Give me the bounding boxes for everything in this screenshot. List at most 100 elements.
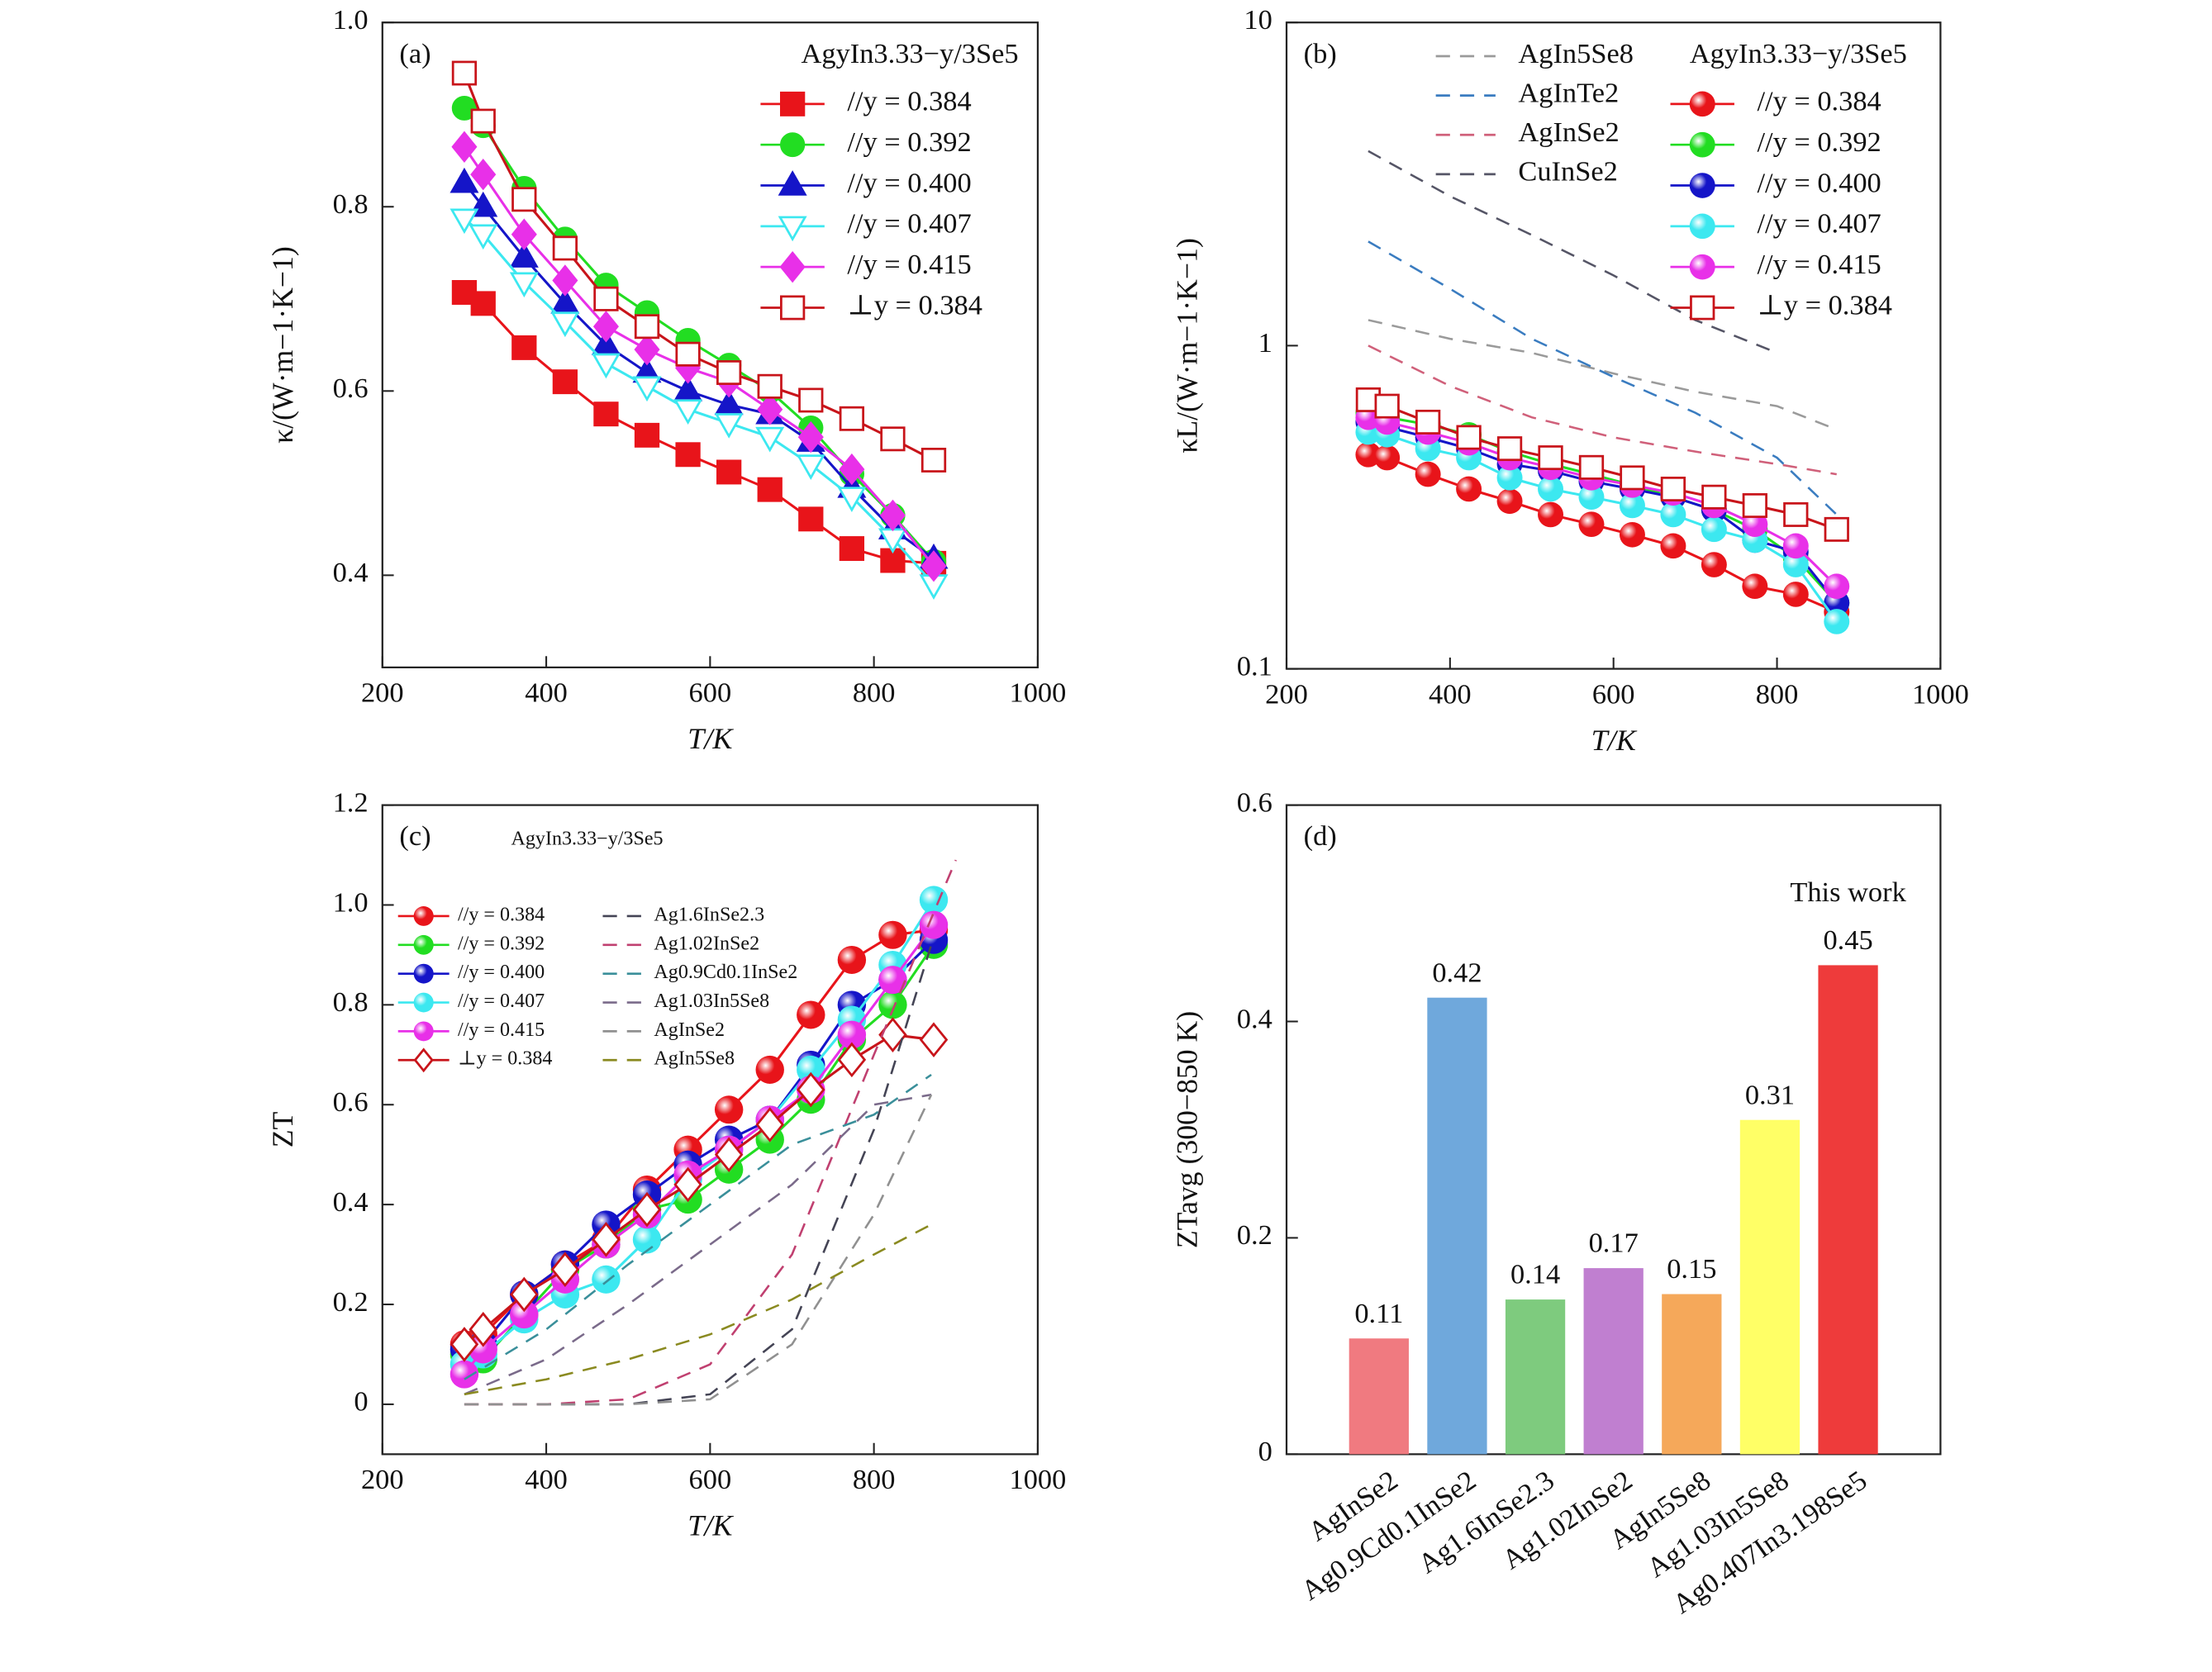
legend-label: AgInTe2 xyxy=(1518,78,1619,109)
marker xyxy=(1456,425,1482,450)
marker xyxy=(1619,521,1645,548)
y-tick-label: 1.0 xyxy=(333,887,369,918)
marker xyxy=(675,341,701,367)
bar xyxy=(1349,1338,1409,1455)
marker xyxy=(920,550,947,582)
legend-label: AgInSe2 xyxy=(1518,117,1619,148)
legend-label: Ag1.6InSe2.3 xyxy=(654,905,764,926)
marker xyxy=(796,454,825,480)
marker xyxy=(634,333,660,366)
value-label: 0.45 xyxy=(1823,925,1872,956)
marker xyxy=(839,406,865,431)
marker xyxy=(780,91,806,116)
value-label: 0.31 xyxy=(1745,1080,1795,1110)
marker xyxy=(413,1047,434,1073)
x-tick-label: 800 xyxy=(853,678,896,709)
marker xyxy=(634,422,660,448)
marker xyxy=(757,393,783,425)
y-tick-label: 0.1 xyxy=(1237,652,1272,682)
marker xyxy=(919,910,949,939)
marker xyxy=(1578,484,1605,510)
value-label: 0.14 xyxy=(1510,1260,1560,1290)
marker xyxy=(1824,516,1849,542)
marker xyxy=(755,1107,784,1142)
marker xyxy=(413,992,434,1013)
marker xyxy=(1782,533,1809,559)
marker xyxy=(837,1020,867,1049)
marker xyxy=(673,399,703,425)
bar xyxy=(1818,965,1878,1455)
legend-label: //y = 0.415 xyxy=(847,249,971,280)
marker xyxy=(1660,501,1686,528)
legend-label: AgIn5Se8 xyxy=(654,1048,735,1070)
marker xyxy=(716,459,742,485)
bar xyxy=(1739,1119,1801,1455)
marker xyxy=(511,218,537,250)
legend-label: ⊥y = 0.384 xyxy=(847,290,982,321)
y-tick-label: 1.2 xyxy=(333,788,369,819)
marker xyxy=(919,886,949,914)
marker xyxy=(1496,488,1523,515)
y-tick-label: 0 xyxy=(1258,1437,1272,1467)
legend-label: Ag1.03In5Se8 xyxy=(654,990,769,1012)
marker xyxy=(593,286,619,311)
marker xyxy=(1689,131,1715,158)
marker xyxy=(1824,609,1850,634)
marker xyxy=(920,447,947,473)
marker xyxy=(778,216,807,242)
marker xyxy=(714,1137,744,1173)
y-tick-label: 10 xyxy=(1244,5,1272,36)
marker xyxy=(1496,436,1523,462)
bar xyxy=(1662,1294,1722,1455)
marker xyxy=(837,487,867,512)
marker xyxy=(1620,465,1645,491)
marker xyxy=(552,235,578,261)
marker xyxy=(919,1022,949,1057)
y-tick-label: 0.6 xyxy=(333,373,369,404)
marker xyxy=(1701,484,1727,510)
marker xyxy=(878,966,907,995)
marker xyxy=(1689,173,1715,198)
marker xyxy=(632,1225,662,1254)
marker xyxy=(552,264,578,297)
x-tick-label: 600 xyxy=(689,678,732,709)
y-tick-label: 0.2 xyxy=(333,1287,369,1318)
x-tick-label: 1000 xyxy=(1912,680,1969,710)
marker xyxy=(1660,533,1686,559)
marker xyxy=(509,242,539,268)
marker xyxy=(1415,461,1441,487)
marker xyxy=(1374,444,1401,471)
y-axis-label: κL/(W·m−1·K−1) xyxy=(1170,238,1203,453)
y-tick-label: 0.4 xyxy=(333,1187,369,1218)
legend-label: CuInSe2 xyxy=(1518,157,1617,188)
marker xyxy=(1690,295,1715,321)
marker xyxy=(878,990,907,1019)
marker xyxy=(593,401,619,427)
marker xyxy=(757,373,783,399)
x-tick-label: 400 xyxy=(525,678,568,709)
y-tick-label: 0.2 xyxy=(1237,1220,1272,1251)
reference-line xyxy=(1368,240,1838,515)
marker xyxy=(591,353,621,379)
marker xyxy=(1660,477,1686,501)
value-label: 0.11 xyxy=(1354,1299,1403,1329)
y-tick-label: 0.4 xyxy=(1237,1004,1272,1034)
marker xyxy=(1742,573,1768,600)
legend-label: //y = 0.407 xyxy=(847,209,971,240)
legend-label: AgInSe2 xyxy=(654,1019,725,1041)
marker xyxy=(510,1300,539,1329)
marker xyxy=(592,1265,621,1294)
x-tick-label: 200 xyxy=(361,678,404,709)
marker xyxy=(1538,476,1564,502)
marker xyxy=(1742,511,1768,537)
marker xyxy=(1782,552,1809,577)
x-tick-label: 400 xyxy=(1429,680,1472,710)
marker xyxy=(839,453,865,486)
marker xyxy=(451,95,478,121)
marker xyxy=(778,170,807,196)
panel-label: (b) xyxy=(1304,39,1337,69)
marker xyxy=(757,477,783,502)
marker xyxy=(755,426,785,453)
